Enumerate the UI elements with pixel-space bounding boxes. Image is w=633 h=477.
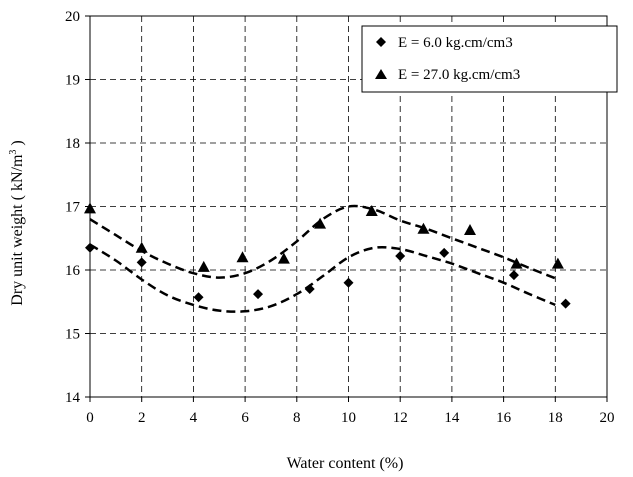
diamond-point-series-1 (395, 251, 406, 262)
x-tick-label: 4 (190, 410, 198, 426)
x-tick-label: 16 (496, 410, 512, 426)
diamond-point-series-1 (508, 270, 519, 281)
y-tick-label: 18 (65, 136, 80, 152)
x-tick-label: 2 (138, 410, 146, 426)
trend-lines (89, 204, 556, 313)
x-tick-label: 20 (600, 410, 615, 426)
y-axis-title-superscript: 3 (8, 150, 19, 155)
x-tick-label: 14 (444, 410, 460, 426)
triangle-point-series-2 (236, 251, 249, 263)
legend-triangle-marker (375, 69, 387, 79)
triangle-point-series-2 (510, 257, 523, 269)
y-tick-label: 17 (65, 200, 81, 216)
triangle-point-series-2 (277, 252, 290, 264)
triangle-point-series-2 (551, 257, 564, 269)
x-tick-label: 18 (548, 410, 563, 426)
y-axis-title-end: ) (9, 140, 26, 149)
legend-label-series-1: E = 6.0 kg.cm/cm3 (398, 35, 513, 51)
x-axis-title: Water content (%) (287, 455, 404, 472)
legend: E = 6.0 kg.cm/cm3 E = 27.0 kg.cm/cm3 (361, 25, 618, 93)
x-tick-label: 6 (241, 410, 249, 426)
x-tick-label: 8 (293, 410, 301, 426)
legend-box (361, 25, 618, 93)
diamond-point-series-1 (304, 284, 315, 295)
diamond-point-series-1 (439, 247, 450, 258)
diamond-point-series-1 (560, 298, 571, 309)
legend-diamond-marker (376, 37, 386, 47)
y-tick-labels: 14 15 16 17 18 19 20 (65, 9, 81, 406)
legend-label-series-2: E = 27.0 kg.cm/cm3 (398, 67, 520, 83)
x-tick-label: 10 (341, 410, 356, 426)
triangle-point-series-2 (197, 260, 210, 272)
x-tick-labels: 0 2 4 6 8 10 12 14 16 18 20 (86, 410, 614, 426)
triangle-point-series-2 (135, 241, 148, 253)
y-tick-label: 15 (65, 327, 80, 343)
trend-line-series-1 (89, 243, 556, 313)
diamond-point-series-1 (136, 257, 147, 268)
diamond-point-series-1 (343, 277, 354, 288)
x-tick-label: 0 (86, 410, 94, 426)
triangle-point-series-2 (417, 222, 430, 234)
triangle-point-series-2 (314, 217, 327, 229)
y-tick-label: 16 (65, 263, 81, 279)
y-tick-label: 19 (65, 73, 80, 89)
y-tick-label: 20 (65, 9, 80, 25)
y-tick-label: 14 (65, 390, 81, 406)
data-points (84, 202, 571, 309)
y-axis-title: Dry unit weight ( kN/m3 ) (8, 140, 26, 305)
diamond-point-series-1 (85, 242, 95, 253)
triangle-point-series-2 (84, 202, 96, 214)
triangle-point-series-2 (463, 223, 476, 235)
diamond-point-series-1 (193, 292, 204, 303)
triangle-point-series-2 (365, 204, 378, 216)
trend-line-series-2 (89, 204, 556, 280)
diamond-point-series-1 (253, 289, 264, 300)
y-axis-title-main: Dry unit weight ( kN/m (9, 154, 26, 306)
x-tick-label: 12 (393, 410, 408, 426)
